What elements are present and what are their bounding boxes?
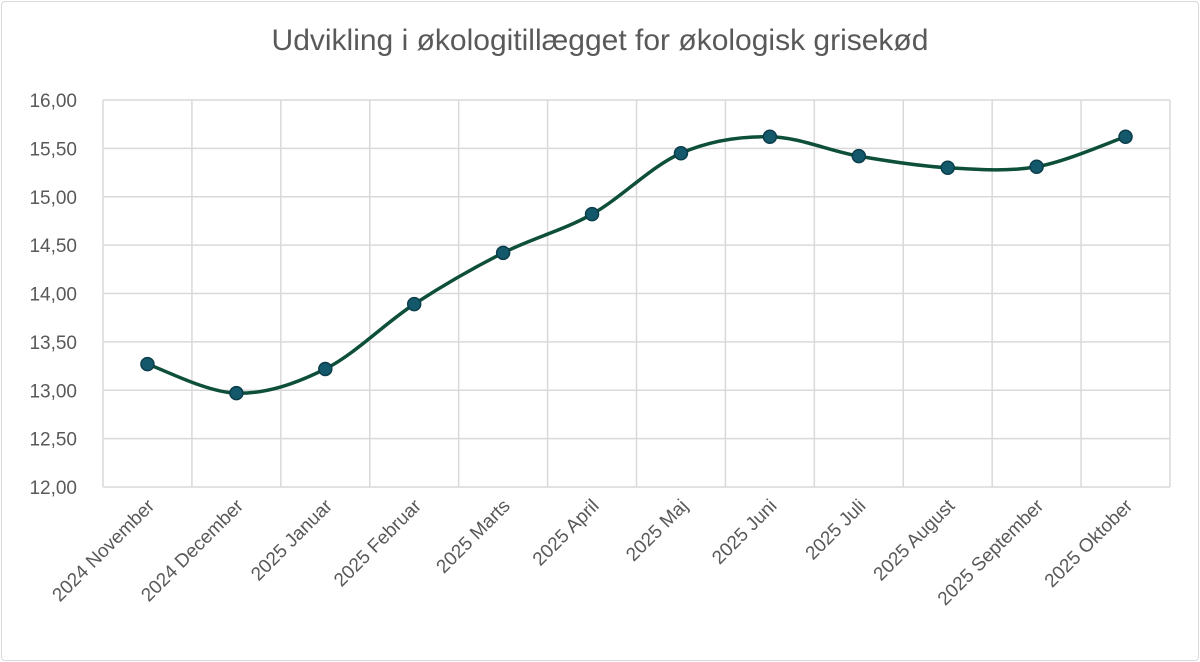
- data-point: [1029, 159, 1044, 175]
- y-tick-label: 14,50: [29, 236, 77, 257]
- data-point: [495, 245, 511, 261]
- x-tick-label: 2025 Juli: [802, 496, 871, 565]
- x-tick-label: 2025 Februar: [330, 495, 426, 591]
- x-tick-label: 2025 August: [870, 495, 960, 585]
- y-tick-label: 15,00: [29, 188, 77, 209]
- x-tick-label: 2025 Januar: [247, 495, 337, 585]
- data-point: [229, 385, 244, 401]
- data-point: [140, 356, 155, 372]
- x-tick-label: 2025 Maj: [622, 496, 692, 566]
- x-tick-label: 2025 April: [529, 496, 604, 571]
- data-point: [851, 148, 867, 164]
- y-tick-label: 14,00: [29, 285, 77, 306]
- y-tick-label: 12,50: [29, 430, 77, 451]
- x-tick-label: 2025 Oktober: [1041, 495, 1138, 592]
- data-point: [318, 361, 333, 377]
- data-point: [406, 296, 422, 312]
- data-point: [584, 206, 600, 222]
- y-tick-label: 12,00: [29, 478, 77, 499]
- y-tick-label: 13,50: [29, 333, 77, 354]
- data-point: [762, 129, 778, 145]
- y-tick-label: 16,00: [29, 91, 77, 112]
- data-point: [1118, 129, 1133, 145]
- x-tick-label: 2025 Juni: [708, 496, 781, 569]
- x-tick-label: 2025 Marts: [433, 496, 515, 578]
- data-point: [673, 145, 689, 161]
- y-tick-label: 15,50: [29, 139, 77, 160]
- data-point: [940, 160, 955, 175]
- y-tick-label: 13,00: [29, 381, 77, 402]
- chart-title: Udvikling i økologitillægget for økologi…: [271, 24, 929, 57]
